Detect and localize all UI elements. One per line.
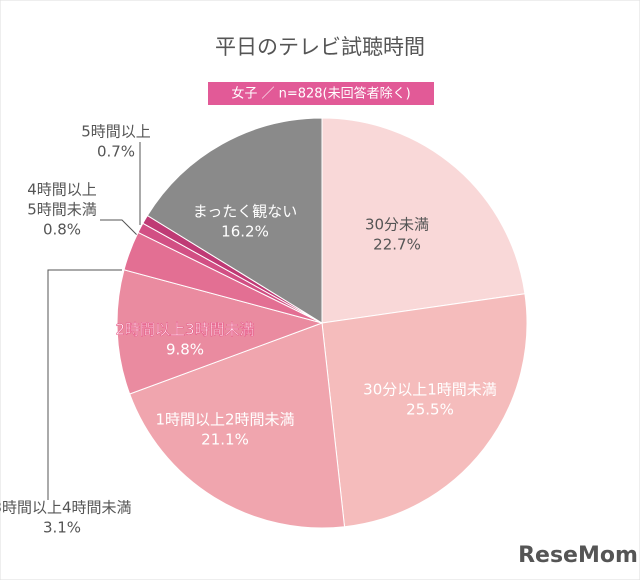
slice-label: 5時間未満: [27, 201, 97, 219]
leader-line: [47, 269, 122, 500]
slice-label: 30分以上1時間未満: [363, 381, 497, 399]
watermark: ReseMom: [518, 543, 638, 568]
value-label: 0.7%: [97, 143, 135, 161]
slice-label: 2時間以上3時間未満: [115, 321, 254, 339]
slice-label: まったく観ない: [193, 203, 297, 221]
pie-slice: [146, 117, 323, 324]
slice-label: 1時間以上2時間未満: [155, 411, 294, 429]
subtitle-box: [208, 82, 434, 105]
subtitle: 女子 ／ n=828(未回答者除く): [231, 86, 410, 102]
pie-slice: [321, 293, 528, 528]
chart-title: 平日のテレビ試聴時間: [215, 35, 425, 59]
pie-slice: [321, 117, 526, 324]
value-label: 21.1%: [201, 431, 249, 449]
value-label: 3.1%: [43, 519, 81, 537]
slice-label: 30分未満: [365, 216, 429, 234]
value-label: 25.5%: [406, 401, 454, 419]
value-label: 16.2%: [221, 223, 269, 241]
pie-slice: [116, 269, 324, 395]
slice-label: 4時間以上: [27, 181, 97, 199]
value-label: 0.8%: [43, 221, 81, 239]
slice-label: 5時間以上: [81, 123, 151, 141]
leader-line: [100, 219, 139, 237]
value-label: 9.8%: [166, 341, 204, 359]
slice-label: 3時間以上4時間未満: [0, 499, 132, 517]
value-label: 22.7%: [373, 236, 421, 254]
